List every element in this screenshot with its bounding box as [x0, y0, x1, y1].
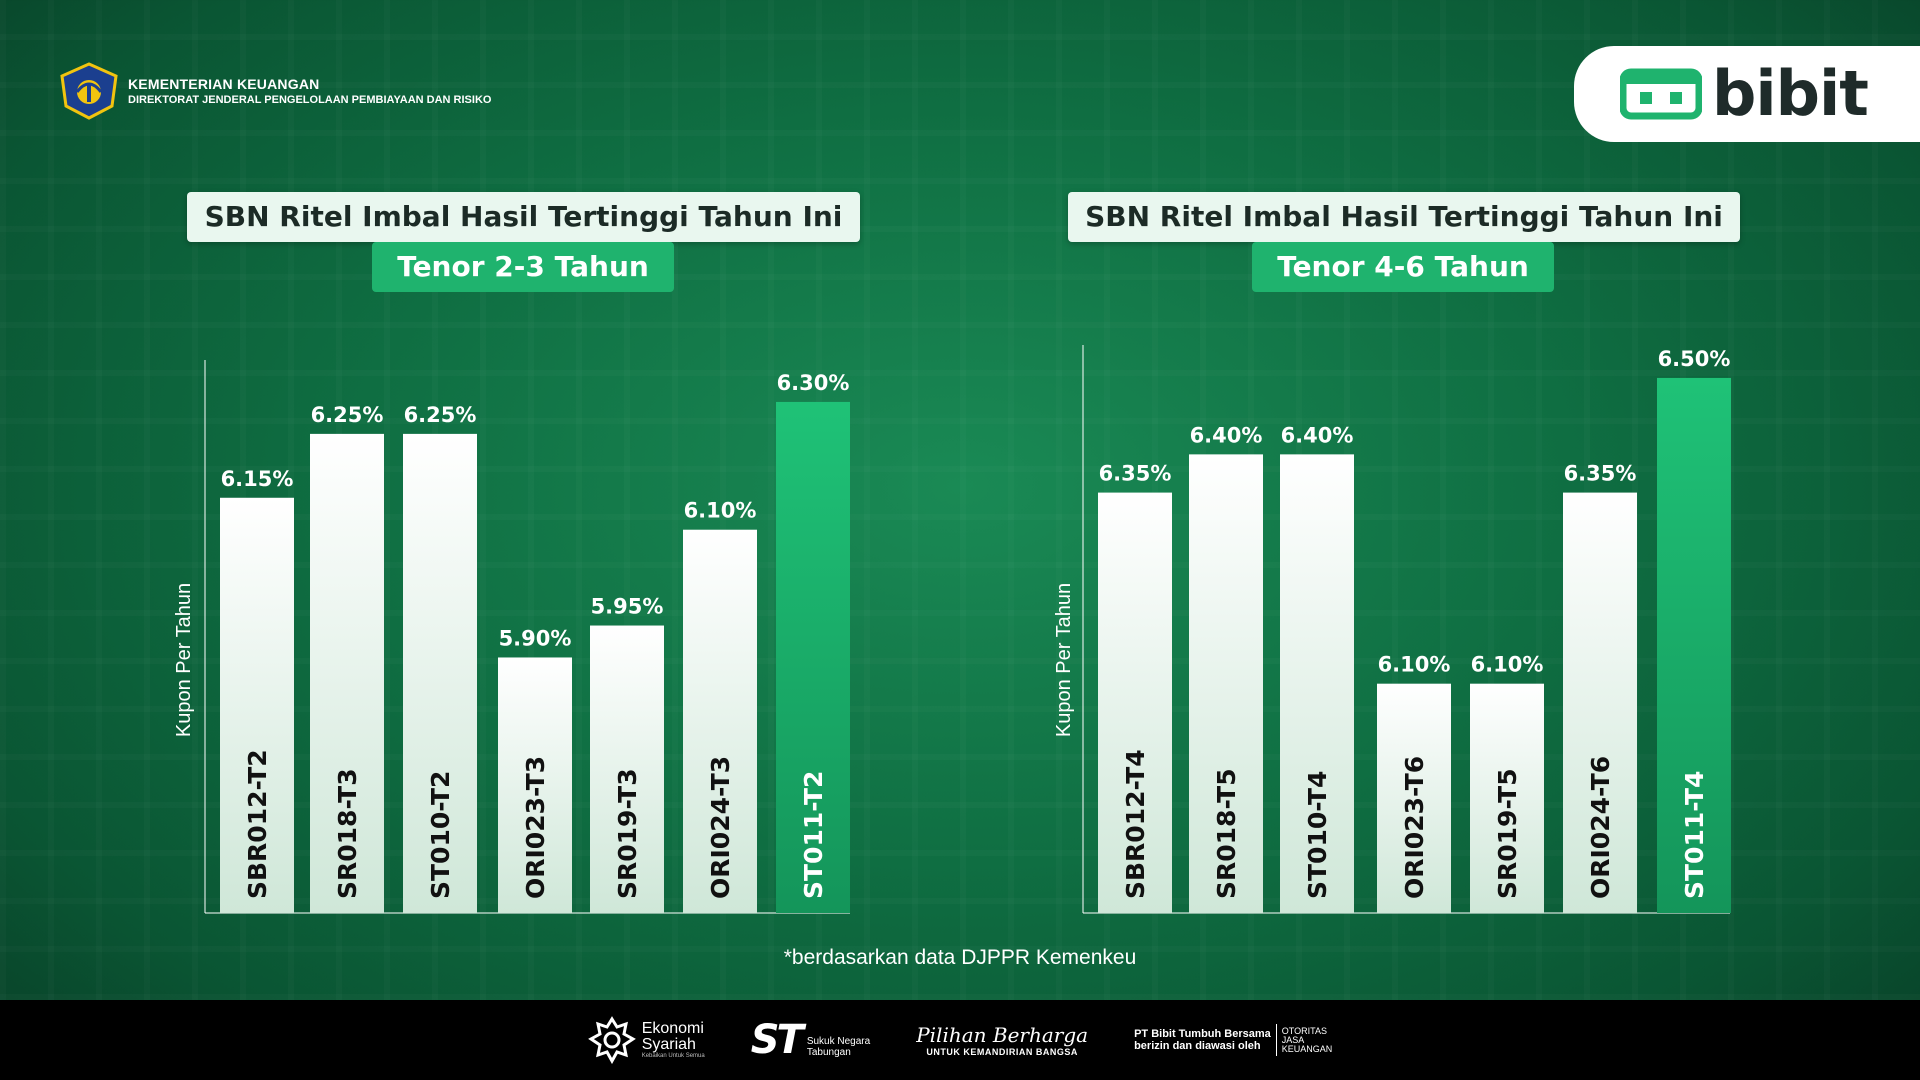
- category-label: ST011-T4: [1680, 771, 1709, 899]
- category-label: SR019-T3: [613, 768, 642, 899]
- bar-ori024-t3: [683, 529, 757, 913]
- bar-ori023-t3: [498, 657, 572, 913]
- bar-sr019-t3: [590, 625, 664, 913]
- ministry-logo: KEMENTERIAN KEUANGAN DIREKTORAT JENDERAL…: [58, 62, 491, 120]
- ojk-line-3: KEUANGAN: [1281, 1043, 1333, 1054]
- bar-sbr012-t4: [1098, 492, 1172, 913]
- category-label: ORI024-T6: [1586, 756, 1615, 899]
- category-label: ST010-T2: [426, 771, 455, 899]
- ekonomi-syariah-logo: Ekonomi Syariah Kebaikan Untuk Semua: [587, 1016, 705, 1064]
- footer-bar: Ekonomi Syariah Kebaikan Untuk Semua ST …: [0, 1000, 1920, 1080]
- bar-value-label: 6.35%: [1099, 462, 1172, 486]
- bar-value-label: 6.15%: [221, 467, 294, 491]
- category-label: SR019-T5: [1493, 768, 1522, 899]
- bar-value-label: 6.50%: [1658, 347, 1731, 371]
- bar-sr018-t5: [1189, 454, 1263, 913]
- category-label: SR018-T5: [1212, 768, 1241, 899]
- category-label: ORI024-T3: [706, 756, 735, 899]
- ojk-line-2: JASA: [1281, 1034, 1305, 1045]
- bar-st010-t4: [1280, 454, 1354, 913]
- category-label: ORI023-T6: [1400, 756, 1429, 899]
- ministry-seal-icon: [58, 62, 120, 120]
- y-axis-label: Kupon Per Tahun: [1053, 583, 1075, 737]
- bar-sr018-t3: [310, 433, 384, 913]
- bar-sbr012-t2: [220, 497, 294, 913]
- chart-1: Kupon Per Tahun 6.15% SBR012-T2 6.25% SR018-…: [173, 360, 850, 914]
- supervised-text: berizin dan diawasi oleh: [1134, 1040, 1261, 1052]
- chart-1-title: SBN Ritel Imbal Hasil Tertinggi Tahun In…: [187, 192, 860, 242]
- bar-value-label: 6.25%: [404, 403, 477, 427]
- y-axis-label: Kupon Per Tahun: [173, 583, 195, 737]
- bar-ori023-t6: [1377, 683, 1451, 913]
- ojk-disclaimer: PT Bibit Tumbuh Bersama berizin dan diaw…: [1134, 1024, 1332, 1056]
- bar-value-label: 6.40%: [1190, 423, 1263, 447]
- syariah-text: Syariah: [641, 1036, 696, 1053]
- bar-value-label: 5.90%: [499, 626, 572, 650]
- directorate-name: DIREKTORAT JENDERAL PENGELOLAAN PEMBIAYA…: [128, 94, 492, 106]
- sukuk-tabungan-logo: ST Sukuk Negara Tabungan: [751, 1017, 870, 1063]
- chart-2-subtitle: Tenor 4-6 Tahun: [1252, 242, 1554, 292]
- category-label: ST011-T2: [799, 771, 828, 899]
- ekonomi-syariah-icon: [587, 1016, 636, 1064]
- ojk-divider: [1275, 1024, 1277, 1056]
- bar-st011-t2: [776, 401, 850, 913]
- bar-st010-t2: [403, 433, 477, 913]
- chart-2: Kupon Per Tahun 6.35% SBR012-T4 6.40% SR018-…: [1053, 345, 1731, 914]
- bar-st011-t4: [1657, 377, 1731, 913]
- category-label: ORI023-T3: [521, 756, 550, 899]
- company-name: PT Bibit Tumbuh Bersama: [1134, 1028, 1271, 1040]
- bar-value-label: 6.35%: [1564, 462, 1637, 486]
- bar-value-label: 6.25%: [311, 403, 384, 427]
- chart-1-subtitle: Tenor 2-3 Tahun: [372, 242, 674, 292]
- chart-2-title: SBN Ritel Imbal Hasil Tertinggi Tahun In…: [1068, 192, 1740, 242]
- st-mark: ST: [750, 1017, 804, 1063]
- ojk-line-1: OTORITAS: [1281, 1025, 1327, 1036]
- bar-value-label: 5.95%: [591, 595, 664, 619]
- bibit-mark-icon: [1620, 68, 1702, 120]
- bar-value-label: 6.10%: [1378, 653, 1451, 677]
- bar-ori024-t6: [1563, 492, 1637, 913]
- category-label: ST010-T4: [1303, 771, 1332, 899]
- footnote: *berdasarkan data DJPPR Kemenkeu: [783, 946, 1137, 969]
- category-label: SBR012-T4: [1121, 749, 1150, 899]
- category-label: SR018-T3: [333, 768, 362, 899]
- kemandirian-bangsa-text: UNTUK KEMANDIRIAN BANGSA: [926, 1047, 1078, 1057]
- bar-value-label: 6.40%: [1281, 423, 1354, 447]
- ministry-name: KEMENTERIAN KEUANGAN: [128, 76, 320, 92]
- bar-value-label: 6.10%: [684, 499, 757, 523]
- category-label: SBR012-T2: [243, 749, 272, 899]
- bar-sr019-t5: [1470, 683, 1544, 913]
- sukuk-negara-text: Sukuk Negara: [806, 1036, 871, 1047]
- bar-value-label: 6.30%: [777, 371, 850, 395]
- bar-value-label: 6.10%: [1471, 653, 1544, 677]
- ekonomi-tagline: Kebaikan Untuk Semua: [641, 1053, 705, 1059]
- tabungan-text: Tabungan: [806, 1047, 851, 1058]
- ekonomi-text: Ekonomi: [641, 1020, 704, 1037]
- pilihan-berharga-logo: Pilihan Berharga UNTUK KEMANDIRIAN BANGS…: [916, 1023, 1088, 1057]
- bibit-logo: bibit: [1574, 46, 1920, 142]
- bibit-wordmark: bibit: [1712, 57, 1869, 130]
- pilihan-berharga-text: Pilihan Berharga: [916, 1023, 1089, 1047]
